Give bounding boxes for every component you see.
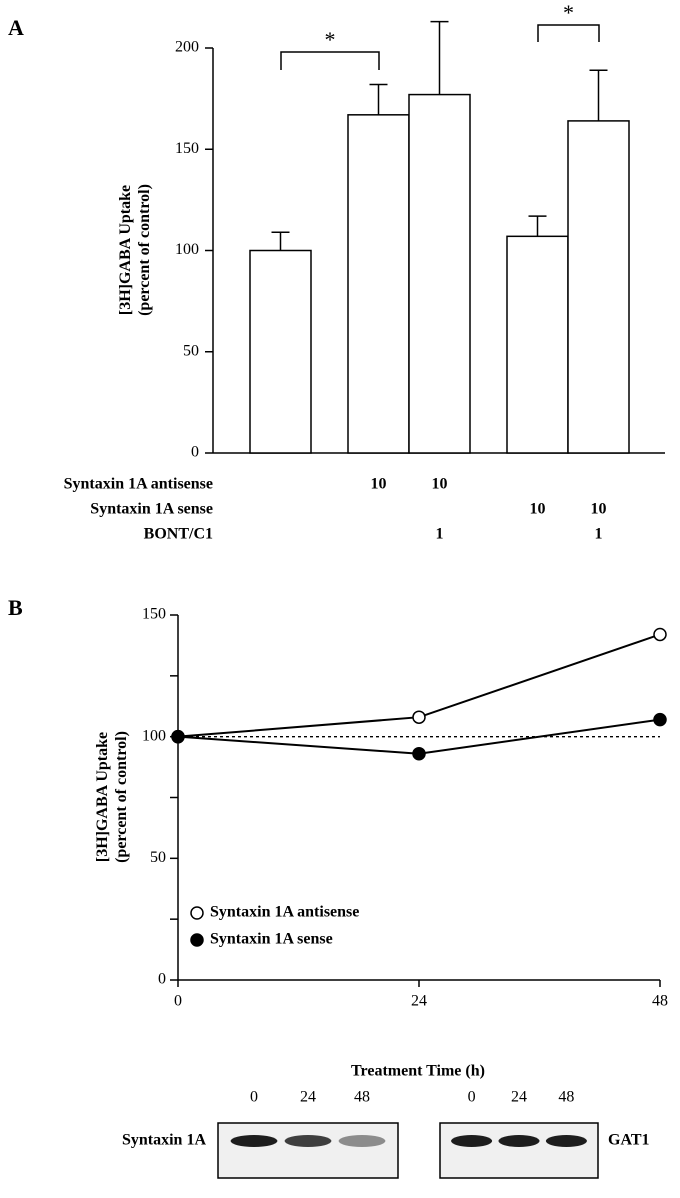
bar	[348, 115, 409, 453]
blot-band	[451, 1135, 492, 1147]
y-axis-title: [3H]GABA Uptake(percent of control)	[117, 184, 153, 316]
x-tick-label: 48	[652, 993, 668, 1010]
y-axis-title-line: [3H]GABA Uptake	[94, 732, 111, 862]
significance-label: *	[325, 27, 336, 52]
blot-band	[339, 1135, 386, 1147]
y-axis-title-line: [3H]GABA Uptake	[117, 185, 134, 315]
lane-label: 0	[250, 1089, 258, 1106]
bar	[568, 121, 629, 453]
lane-label: 24	[300, 1089, 316, 1106]
marker	[172, 731, 184, 743]
lane-label: 0	[468, 1089, 476, 1106]
blot-band	[285, 1135, 332, 1147]
y-tick-label: 0	[158, 971, 166, 988]
figure: A B 050100150200[3H]GABA Uptake(percent …	[0, 0, 680, 1198]
lane-label: 48	[558, 1089, 574, 1106]
blot-label: Syntaxin 1A	[122, 1132, 206, 1149]
x-axis-title: Treatment Time (h)	[351, 1063, 485, 1080]
blot-panel	[218, 1123, 398, 1178]
panel-label: A	[8, 15, 24, 40]
significance-bracket	[538, 25, 599, 42]
lane-label: 48	[354, 1089, 370, 1106]
treatment-dose: 10	[530, 501, 546, 518]
treatment-name: Syntaxin 1A sense	[90, 501, 213, 518]
blot-band	[231, 1135, 278, 1147]
blot-band	[498, 1135, 539, 1147]
treatment-dose: 1	[595, 526, 603, 543]
y-tick-label: 100	[175, 241, 199, 258]
y-tick-label: 50	[150, 849, 166, 866]
y-axis-title-line: (percent of control)	[136, 184, 153, 316]
marker	[654, 714, 666, 726]
lane-label: 24	[511, 1089, 527, 1106]
marker	[654, 628, 666, 640]
y-tick-label: 100	[142, 727, 166, 744]
legend-label: Syntaxin 1A antisense	[210, 904, 359, 921]
blot-label: GAT1	[608, 1132, 649, 1149]
panel-label: B	[8, 595, 23, 620]
treatment-name: Syntaxin 1A antisense	[64, 476, 213, 493]
y-tick-label: 150	[175, 140, 199, 157]
y-tick-label: 150	[142, 606, 166, 623]
bar	[507, 236, 568, 453]
x-tick-label: 0	[174, 993, 182, 1010]
blot-band	[546, 1135, 587, 1147]
treatment-dose: 10	[591, 501, 607, 518]
y-tick-label: 200	[175, 39, 199, 56]
treatment-dose: 1	[436, 526, 444, 543]
y-tick-label: 0	[191, 444, 199, 461]
marker	[413, 711, 425, 723]
x-tick-label: 24	[411, 993, 427, 1010]
treatment-dose: 10	[371, 476, 387, 493]
marker	[413, 748, 425, 760]
treatment-name: BONT/C1	[144, 526, 213, 543]
legend-marker	[191, 907, 203, 919]
legend-label: Syntaxin 1A sense	[210, 931, 333, 948]
treatment-dose: 10	[432, 476, 448, 493]
blot-panel	[440, 1123, 598, 1178]
legend-marker	[191, 934, 203, 946]
bar	[250, 251, 311, 454]
bar	[409, 95, 470, 453]
significance-label: *	[563, 0, 574, 25]
y-tick-label: 50	[183, 342, 199, 359]
y-axis-title: [3H]GABA Uptake(percent of control)	[94, 731, 130, 863]
y-axis-title-line: (percent of control)	[113, 731, 130, 863]
significance-bracket	[281, 52, 379, 70]
y-axis-title: [3H]GABA Uptake(percent of control)	[117, 184, 153, 316]
